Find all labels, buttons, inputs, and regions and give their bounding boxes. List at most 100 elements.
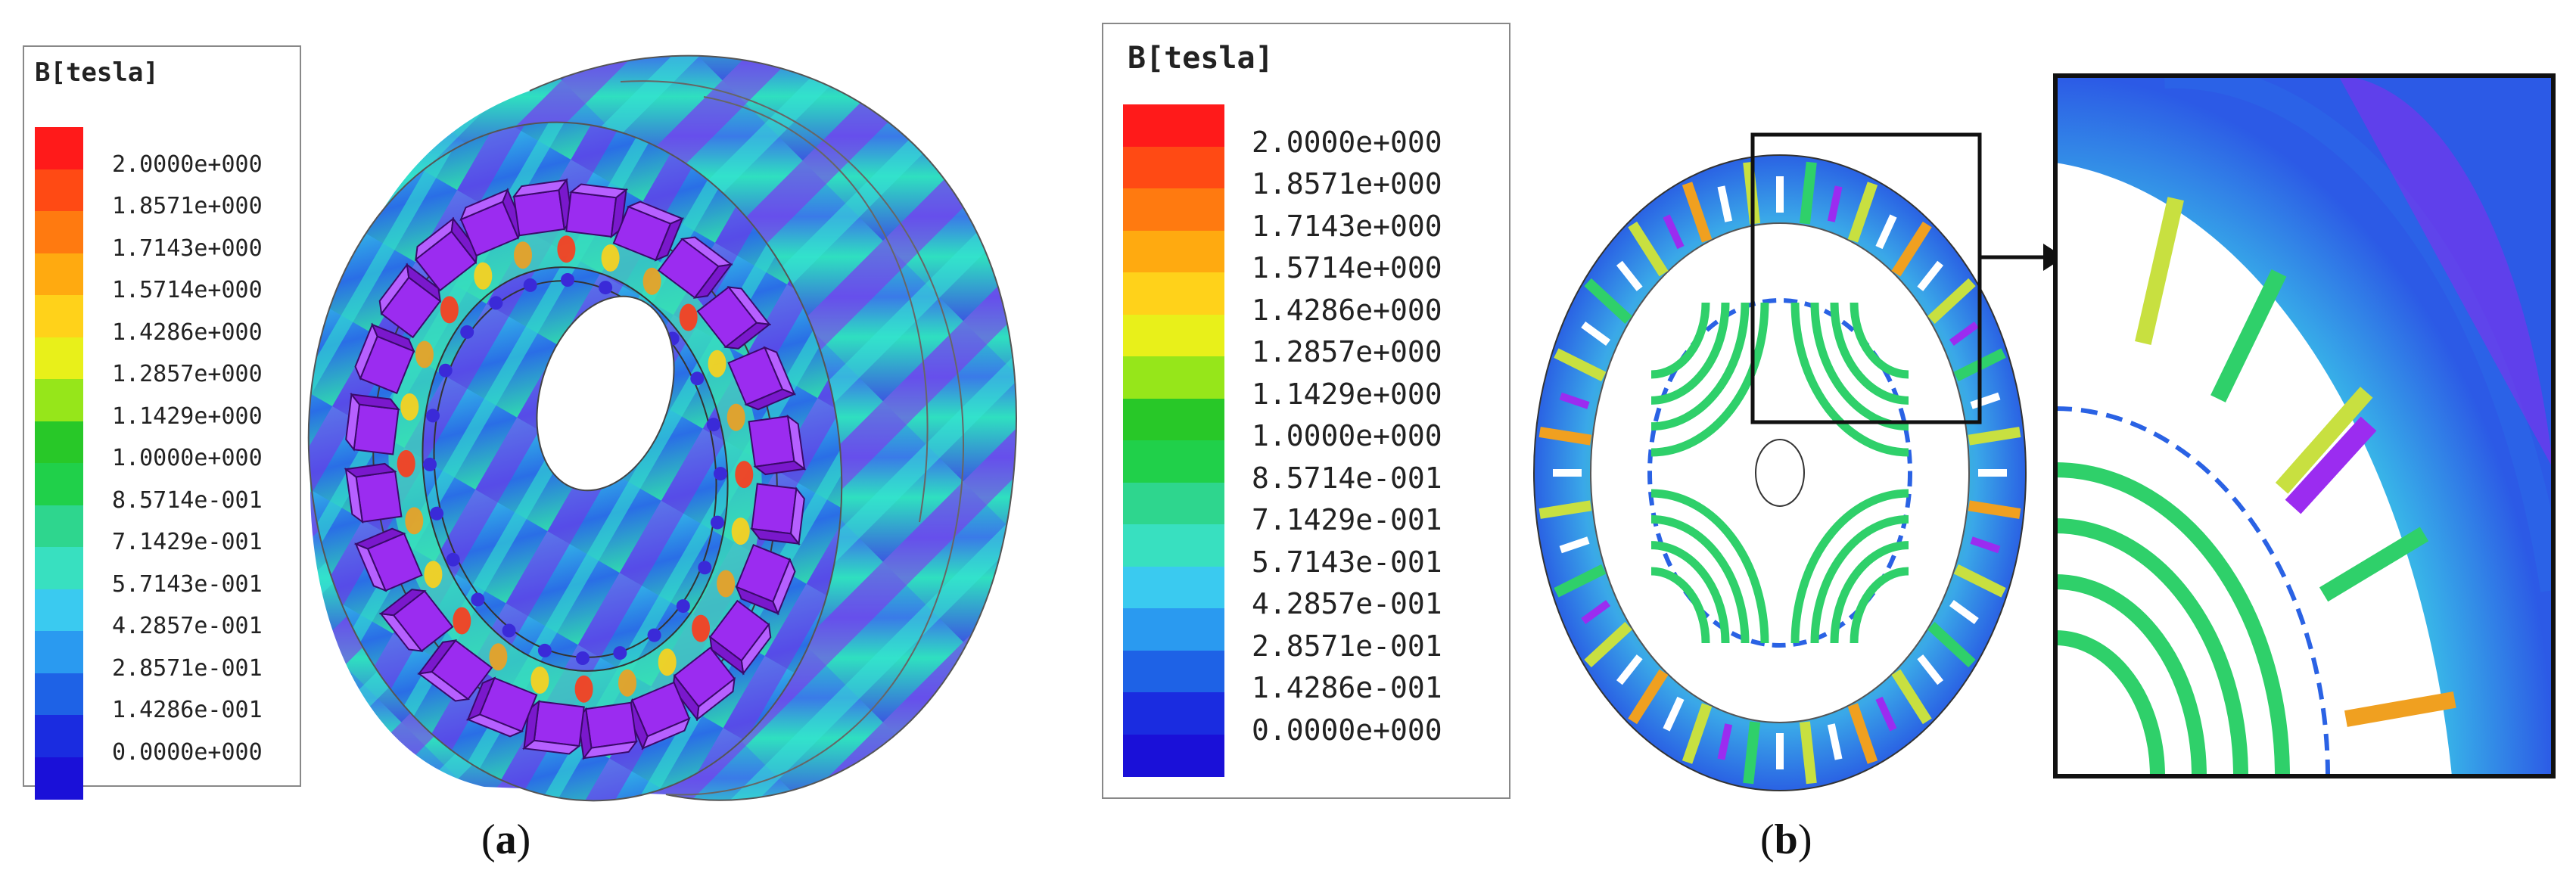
legend_a-tick-label: 1.4286e+000	[112, 319, 263, 346]
flux-dot	[460, 325, 474, 339]
magnet-block	[748, 414, 807, 476]
legend_a-tick-label: 1.5714e+000	[112, 277, 263, 303]
legend_a-swatch	[35, 421, 83, 464]
flux-dot	[690, 371, 705, 386]
slot-opening	[1949, 599, 1979, 625]
flux-hotspot	[405, 507, 424, 535]
legend_a-tick-label: 5.7143e-001	[112, 570, 263, 598]
rotor-flux-barriers	[1650, 302, 1909, 644]
flux-barrier-arc	[1650, 302, 1769, 457]
legend_a-tick-label: 2.0000e+000	[112, 151, 263, 178]
rotor-shaft	[1755, 439, 1805, 507]
zoomed-barrier-arc	[2055, 574, 2207, 776]
stator-tooth	[1927, 621, 1976, 668]
legend_b-tick-label: 1.4286e+000	[1252, 293, 1442, 327]
flux-hotspot	[692, 614, 711, 642]
flux-barrier-arc	[1650, 567, 1710, 644]
flux-dot	[599, 281, 613, 295]
legend_a-swatch	[35, 547, 83, 590]
legend_b-swatch	[1123, 188, 1224, 232]
legend_b-swatch	[1123, 398, 1224, 441]
legend_b-tick-label: 1.4286e-001	[1252, 671, 1442, 704]
slot-opening	[1875, 696, 1897, 732]
legend_a-swatch	[35, 757, 83, 800]
flux-hotspot	[642, 267, 661, 295]
flux-barrier-arc	[1830, 302, 1909, 405]
magnet-block	[417, 639, 493, 702]
legend_a-swatch	[35, 505, 83, 548]
stator-tooth	[1743, 721, 1761, 785]
flux-dot	[537, 643, 552, 657]
flux-barrier-arc	[1850, 567, 1909, 644]
flux-dot	[647, 628, 661, 642]
flux-dot	[523, 278, 537, 292]
legend_b-swatch	[1123, 146, 1224, 189]
legend_a-swatch	[35, 631, 83, 674]
slot-opening	[1663, 696, 1685, 732]
legend_b-swatch	[1123, 734, 1224, 777]
flux-dot	[613, 646, 627, 660]
flux-dot	[676, 599, 690, 614]
legend_a-tick-label: 4.2857e-001	[112, 613, 263, 639]
flux-dot	[489, 296, 503, 310]
zoomed-quarter-view	[2053, 73, 2556, 778]
stator-tooth	[1799, 721, 1817, 785]
flux-hotspot	[415, 340, 434, 368]
legend_b-swatch	[1123, 692, 1224, 735]
magnet-block	[521, 699, 585, 755]
caption-b: (b)	[1760, 816, 1812, 863]
zoomed-barrier-arc	[2055, 518, 2248, 776]
stator-slots	[1538, 161, 2021, 785]
zoomed-barrier-arc	[2055, 462, 2290, 776]
legend_b-swatch	[1123, 356, 1224, 399]
flux-dot	[423, 457, 437, 471]
zoomed-tooth	[2319, 527, 2429, 602]
slot-opening	[1970, 392, 2001, 409]
slot-opening	[1827, 185, 1843, 222]
flux-barrier-arc	[1790, 302, 1909, 457]
magnet-block	[353, 527, 423, 592]
flux-barrier-arc	[1650, 302, 1730, 405]
slot-opening	[1917, 654, 1944, 685]
legend_b-tick-label: 1.8571e+000	[1252, 167, 1442, 200]
permanent-magnets	[344, 178, 807, 760]
flux-hotspot	[658, 648, 677, 676]
zoomed-tooth	[2275, 387, 2373, 494]
flux-hotspot	[618, 669, 636, 697]
legend_b-tick-label: 2.0000e+000	[1252, 125, 1442, 159]
flux-hotspot	[514, 241, 532, 269]
flux-hotspot	[397, 449, 415, 477]
flux-hotspot	[574, 675, 593, 703]
stator-tooth	[1584, 621, 1632, 668]
stator-tooth	[1628, 669, 1669, 725]
stator-tooth	[1968, 427, 2021, 446]
legend_b-tick-label: 4.2857e-001	[1252, 587, 1442, 620]
zoomed-tooth	[2344, 691, 2456, 727]
slot-opening	[1663, 214, 1685, 250]
magnet-block	[727, 346, 797, 411]
slot-opening	[1559, 536, 1590, 554]
legend_b-tick-label: 1.5714e+000	[1252, 251, 1442, 284]
flux-hotspot	[708, 350, 726, 378]
legend_a-swatch	[35, 253, 83, 296]
stator-tooth	[1682, 182, 1713, 243]
stator-tooth	[1554, 564, 1607, 598]
slot-opening	[1827, 723, 1843, 760]
legend_b-swatch	[1123, 272, 1224, 315]
legend_a-tick-label: 0.0000e+000	[112, 738, 263, 766]
magnet-block	[577, 701, 639, 760]
flux-hotspot	[679, 303, 698, 331]
legend_b-swatch	[1123, 524, 1224, 567]
slot-opening	[1875, 214, 1897, 250]
stator-tooth	[1554, 348, 1607, 382]
flux-hotspot	[440, 296, 459, 324]
slot-opening	[1581, 321, 1611, 347]
flux-dot	[502, 623, 516, 638]
stator-tooth	[1953, 564, 2006, 598]
stator-tooth	[1799, 161, 1817, 225]
flux-hotspot	[400, 393, 419, 421]
magnet-block	[465, 676, 538, 738]
legend-a-title: B[tesla]	[35, 57, 159, 88]
